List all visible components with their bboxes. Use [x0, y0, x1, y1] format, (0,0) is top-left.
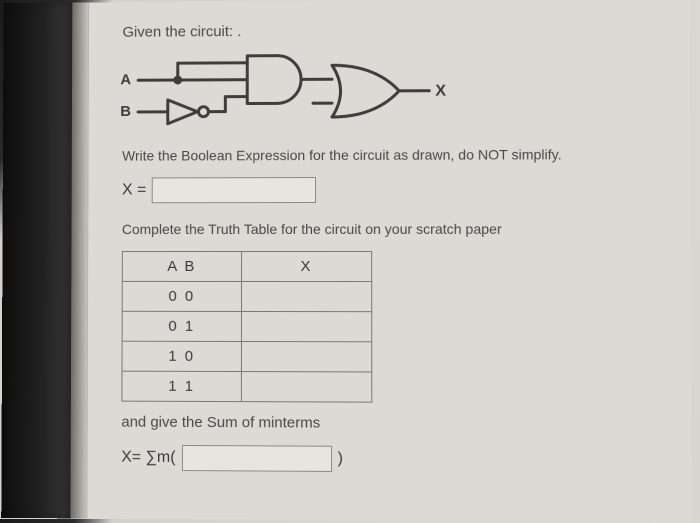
- cell-x: [241, 372, 371, 403]
- cell-ab: 0 1: [122, 311, 241, 341]
- label-a: A: [120, 72, 131, 88]
- minterms-close: ): [338, 450, 343, 468]
- table-header-row: A B X: [122, 251, 371, 281]
- instruction-minterms: and give the Sum of minterms: [121, 414, 660, 434]
- cell-ab: 1 0: [122, 341, 241, 371]
- expression-label: X =: [122, 181, 146, 199]
- expression-row: X =: [122, 176, 660, 203]
- circuit-diagram: A B: [118, 47, 659, 141]
- instruction-truth-table: Complete the Truth Table for the circuit…: [122, 221, 660, 238]
- minterms-row: X= ∑m( ): [121, 445, 661, 474]
- table-row: 0 0: [122, 281, 372, 311]
- photo-dark-edge: [1, 3, 72, 519]
- prompt-given: Given the circuit: .: [122, 20, 658, 41]
- table-row: 0 1: [122, 311, 372, 342]
- cell-x: [241, 311, 371, 341]
- minterms-label: X= ∑m(: [121, 449, 175, 467]
- cell-ab: 0 0: [122, 281, 241, 311]
- label-b: B: [120, 104, 131, 120]
- col-header-ab: A B: [122, 252, 241, 282]
- col-header-x: X: [242, 251, 372, 281]
- page-edge: [70, 2, 88, 518]
- table-row: 1 0: [122, 341, 372, 372]
- minterms-input[interactable]: [181, 445, 331, 472]
- cell-x: [242, 281, 372, 311]
- worksheet-panel: Given the circuit: . A B: [86, 0, 692, 523]
- expression-input[interactable]: [152, 177, 316, 203]
- cell-x: [241, 341, 371, 371]
- truth-table: A B X 0 0 0 1 1 0 1 1: [121, 251, 372, 403]
- cell-ab: 1 1: [122, 371, 242, 401]
- instruction-write-expression: Write the Boolean Expression for the cir…: [122, 146, 659, 164]
- label-x: X: [435, 83, 446, 100]
- table-row: 1 1: [122, 371, 372, 402]
